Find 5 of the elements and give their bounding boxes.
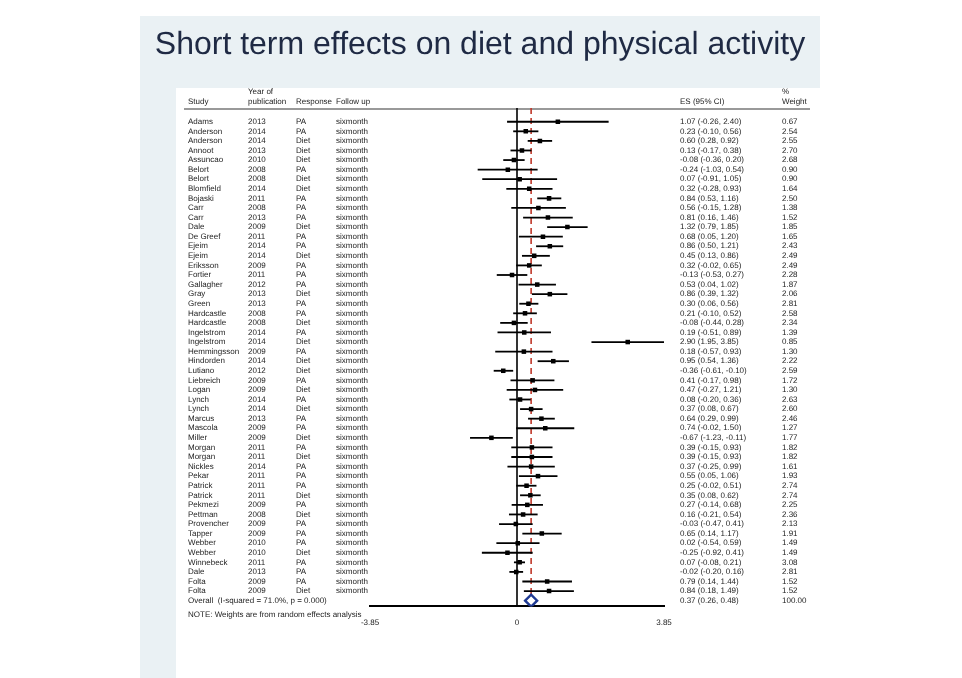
point <box>555 119 561 125</box>
point <box>500 368 506 374</box>
point <box>523 593 539 607</box>
chart-title: Short term effects on diet and physical activity <box>152 28 808 64</box>
point <box>542 425 548 431</box>
